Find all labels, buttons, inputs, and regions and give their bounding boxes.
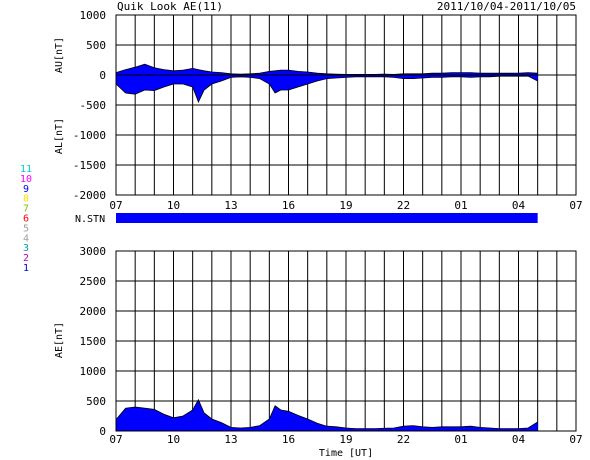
station-legend-item: 5 — [23, 223, 29, 234]
ae-y-tick-label: 1500 — [80, 335, 107, 348]
ae-x-tick-label: 07 — [569, 433, 582, 446]
station-legend-item: 2 — [23, 253, 29, 264]
n-stn-panel: N.STN — [75, 213, 538, 225]
au-al-frame — [115, 14, 577, 196]
ae-y-tick-label: 2500 — [80, 275, 107, 288]
au-al-x-tick-label: 16 — [282, 199, 295, 212]
au-al-y-tick-label: 0 — [99, 69, 106, 82]
au-al-grid — [115, 14, 577, 196]
chart-title: Quik Look AE(11) — [117, 0, 223, 13]
au-line — [115, 63, 538, 75]
station-legend-item: 9 — [23, 184, 29, 195]
ae-x-tick-label: 01 — [454, 433, 467, 446]
au-al-y-tick-label: -500 — [80, 99, 107, 112]
ae-y-tick-label: 2000 — [80, 305, 107, 318]
au-al-y-ticks: 1000 500 0 -500 -1000 -1500 -2000 — [73, 9, 106, 202]
n-stn-bar — [116, 213, 538, 223]
ae-axis-label: AE[nT] — [54, 322, 65, 358]
ae-x-tick-label: 10 — [167, 433, 180, 446]
au-al-panel: 1000 500 0 -500 -1000 -1500 -2000 07 10 13 16 19 22… — [54, 9, 583, 212]
au-al-x-tick-label: 07 — [569, 199, 582, 212]
au-al-y-tick-label: 1000 — [80, 9, 107, 22]
au-al-x-tick-label: 04 — [512, 199, 526, 212]
station-legend-item: 11 — [20, 164, 32, 175]
station-legend-item: 3 — [23, 243, 29, 254]
ae-y-tick-label: 3000 — [80, 245, 107, 258]
date-range: 2011/10/04-2011/10/05 — [437, 0, 576, 13]
au-al-x-tick-label: 22 — [397, 199, 410, 212]
au-al-x-tick-label: 01 — [454, 199, 467, 212]
station-legend-item: 7 — [23, 204, 29, 215]
ae-y-tick-label: 500 — [86, 395, 106, 408]
au-al-y-tick-label: -1500 — [73, 159, 106, 172]
au-al-x-tick-label: 07 — [109, 199, 122, 212]
station-legend-item: 6 — [23, 214, 29, 225]
ae-y-ticks: 3000 2500 2000 1500 1000 500 0 — [80, 245, 107, 438]
au-al-x-ticks: 07 10 13 16 19 22 01 04 07 — [109, 199, 582, 212]
al-axis-label: AL[nT] — [54, 118, 65, 154]
station-legend-item: 4 — [23, 233, 29, 244]
ae-grid — [115, 250, 577, 432]
au-al-fill — [116, 64, 538, 102]
ae-fill — [116, 399, 538, 431]
station-legend-item: 8 — [23, 194, 29, 205]
ae-y-tick-label: 0 — [99, 425, 106, 438]
au-al-x-tick-label: 19 — [339, 199, 352, 212]
station-legend-item: 10 — [20, 174, 32, 185]
au-al-y-tick-label: -2000 — [73, 189, 106, 202]
au-al-x-tick-label: 10 — [167, 199, 180, 212]
ae-x-tick-label: 07 — [109, 433, 122, 446]
ae-x-tick-label: 13 — [224, 433, 237, 446]
ae-line — [115, 398, 538, 430]
x-axis-label: Time [UT] — [319, 448, 373, 459]
ae-x-tick-label: 16 — [282, 433, 295, 446]
au-al-x-tick-label: 13 — [224, 199, 237, 212]
au-al-y-tick-label: 500 — [86, 39, 106, 52]
ae-x-tick-label: 19 — [339, 433, 352, 446]
station-legend-item: 1 — [23, 263, 29, 274]
au-axis-label: AU[nT] — [54, 37, 65, 73]
ae-x-tick-label: 04 — [512, 433, 526, 446]
n-stn-label: N.STN — [75, 214, 105, 225]
ae-frame — [115, 250, 577, 432]
ae-x-tick-label: 22 — [397, 433, 410, 446]
ae-y-tick-label: 1000 — [80, 365, 107, 378]
ae-x-ticks: 07 10 13 16 19 22 01 04 07 — [109, 433, 582, 446]
al-line — [115, 75, 538, 104]
au-al-y-tick-label: -1000 — [73, 129, 106, 142]
